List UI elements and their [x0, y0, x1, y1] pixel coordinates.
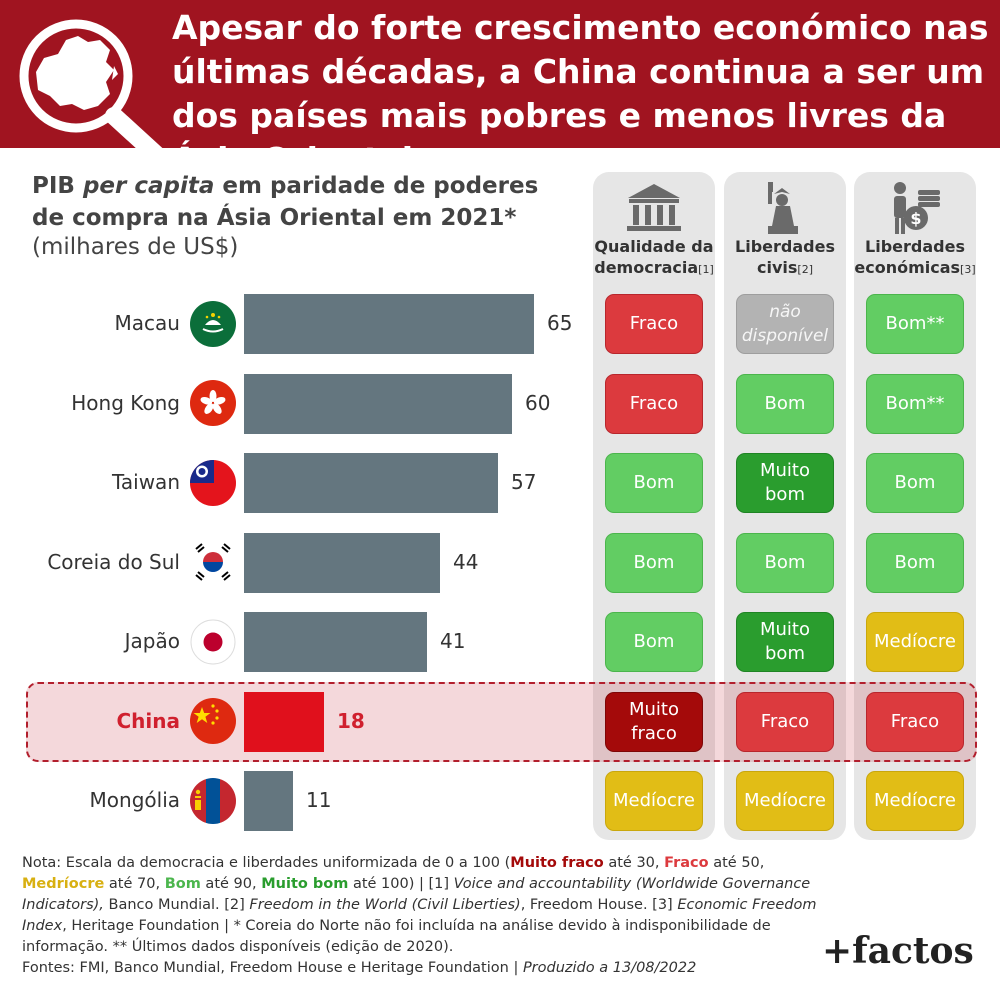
rating-badge: Muito bom [736, 612, 834, 672]
bar-value-label-2: 57 [511, 470, 537, 494]
hong-kong-flag-icon [190, 380, 236, 426]
chart-title-part1: PIB [32, 173, 83, 199]
south-korea-flag-icon [190, 539, 236, 585]
rating-badge: não disponível [736, 294, 834, 354]
rating-badge: Bom [605, 612, 703, 672]
bar-value-label-3: 44 [453, 550, 479, 574]
rating-badge: Bom [736, 374, 834, 434]
column-header-civil-liberties: Liberdades civis[2] [735, 237, 835, 277]
bar-4 [244, 612, 427, 672]
bar-5 [244, 692, 324, 752]
statue-of-liberty-icon [768, 182, 798, 234]
macau-flag-icon [190, 301, 236, 347]
rating-badge: Muito fraco [605, 692, 703, 752]
rating-badge: Medíocre [736, 771, 834, 831]
rating-badge: Bom** [866, 374, 964, 434]
chart-title-part2: em paridade de poderes de compra na Ásia… [32, 173, 539, 231]
bar-value-label-1: 60 [525, 391, 551, 415]
bar-3 [244, 533, 440, 593]
country-label-hong-kong: Hong Kong [71, 391, 180, 415]
country-label-taiwan: Taiwan [111, 470, 180, 494]
bar-value-label-4: 41 [440, 629, 466, 653]
bar-value-label-0: 65 [547, 311, 573, 335]
country-label-mongolia: Mongólia [89, 788, 180, 812]
rating-badge: Bom [605, 533, 703, 593]
rating-badge: Fraco [736, 692, 834, 752]
china-flag-icon [190, 698, 236, 744]
china-magnifier-icon [19, 19, 169, 165]
rating-badge: Muito bom [736, 453, 834, 513]
rating-badge: Fraco [866, 692, 964, 752]
bar-6 [244, 771, 293, 831]
rating-badge: Fraco [605, 294, 703, 354]
column-header-economic-liberties: Liberdades económicas[3] [854, 237, 976, 277]
japan-flag-icon [190, 619, 236, 665]
bar-0 [244, 294, 534, 354]
svg-text:$: $ [910, 209, 921, 228]
country-label-china: China [116, 709, 180, 733]
rating-badge: Bom [866, 533, 964, 593]
rating-badge: Medíocre [605, 771, 703, 831]
column-header-democracy: Qualidade da democracia[1] [594, 237, 714, 277]
footnote: Nota: Escala da democracia e liberdades … [22, 855, 817, 976]
rating-badge: Bom [866, 453, 964, 513]
bar-2 [244, 453, 498, 513]
country-label-japan: Japão [124, 629, 180, 653]
mongolia-flag-icon [190, 778, 236, 824]
rating-badge: Medíocre [866, 771, 964, 831]
person-money-icon: $ [894, 182, 940, 234]
rating-badge: Fraco [605, 374, 703, 434]
bar-1 [244, 374, 512, 434]
rating-badge: Medíocre [866, 612, 964, 672]
bar-value-label-5: 18 [337, 709, 365, 733]
taiwan-flag-icon [190, 460, 236, 506]
institution-icon [627, 184, 681, 231]
factos-logo: +factos [822, 930, 974, 972]
bar-value-label-6: 11 [306, 788, 332, 812]
chart-subtitle: (milhares de US$) [32, 234, 239, 260]
header-title: Apesar do forte crescimento económico na… [172, 8, 989, 179]
rating-badge: Bom** [866, 294, 964, 354]
country-label-macau: Macau [114, 311, 180, 335]
chart-title-italic: per capita [82, 173, 215, 199]
rating-badge: Bom [605, 453, 703, 513]
chart-title: PIB per capita em paridade de poderes de… [32, 170, 562, 234]
header-banner: Apesar do forte crescimento económico na… [0, 0, 1000, 179]
country-label-south-korea: Coreia do Sul [47, 550, 180, 574]
rating-badge: Bom [736, 533, 834, 593]
